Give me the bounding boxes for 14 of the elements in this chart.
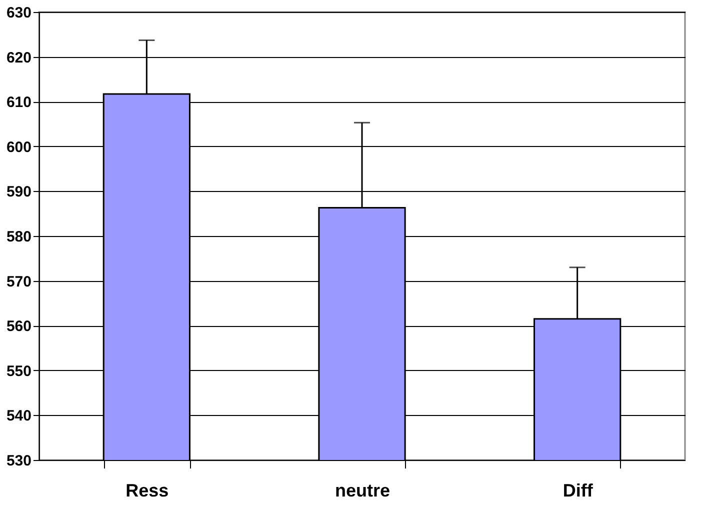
y-tick-label: 540 xyxy=(6,408,32,425)
y-tick-label: 600 xyxy=(6,138,32,156)
y-tick-label: 630 xyxy=(6,4,32,22)
y-tick-label: 580 xyxy=(6,228,32,246)
y-tick-label: 530 xyxy=(6,452,32,470)
x-tick-label: Ress xyxy=(126,480,169,500)
y-tick-label: 570 xyxy=(6,273,32,290)
x-tick-label: neutre xyxy=(334,480,390,500)
x-tick-label: Diff xyxy=(562,480,594,500)
y-tick-label: 560 xyxy=(6,318,32,336)
y-tick-label: 620 xyxy=(6,49,32,66)
y-tick-label: 550 xyxy=(6,362,32,380)
y-tick-label: 610 xyxy=(6,94,32,112)
y-tick-label: 590 xyxy=(6,184,32,201)
